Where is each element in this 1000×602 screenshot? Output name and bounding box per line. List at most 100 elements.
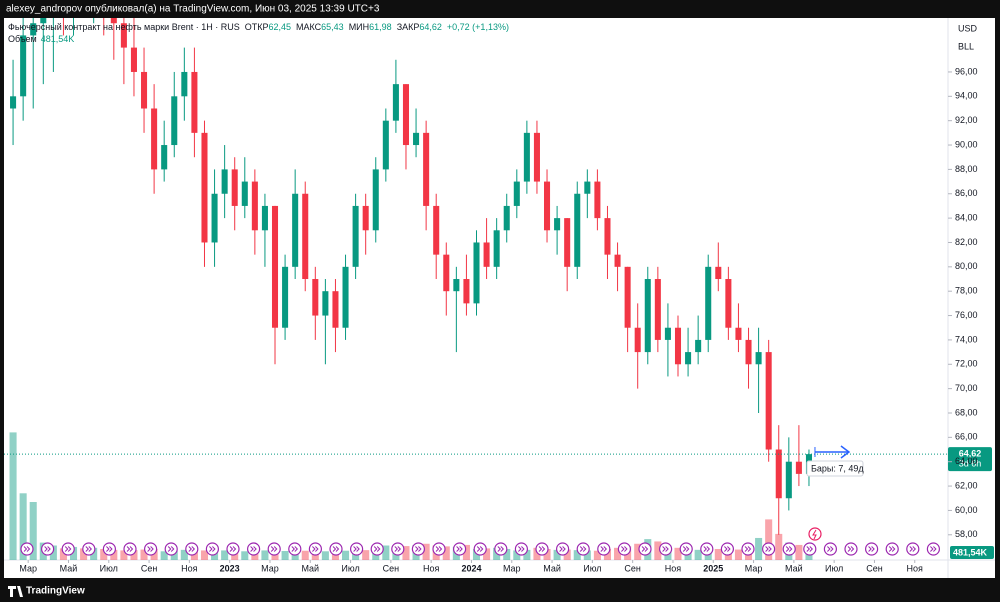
x-tick-label: Июл [100, 563, 118, 573]
event-icon-glyph [744, 546, 752, 552]
event-icon-glyph [435, 546, 443, 552]
volume-bar [503, 548, 511, 560]
candle-body [795, 461, 802, 474]
volume-bar [483, 548, 491, 560]
y-tick-label: 76,00 [955, 310, 978, 320]
volume-bar [402, 546, 410, 560]
countdown: 3d 6h [959, 459, 982, 469]
candle-body [413, 132, 420, 146]
volume-bar [654, 541, 662, 560]
candle-body [664, 327, 671, 340]
event-flash [808, 527, 822, 541]
candle-body [584, 181, 591, 194]
candle-body [503, 205, 510, 231]
volume-bar [603, 548, 612, 560]
candle-body [483, 242, 490, 267]
legend-field-name: МИН [349, 22, 369, 32]
volume-bar [674, 547, 682, 560]
volume-bar [261, 550, 269, 560]
legend-line: Фьючерсный контракт на нефть марки Brent… [8, 22, 509, 32]
x-tick-label: Мар [261, 563, 279, 573]
x-tick-label: Сен [866, 563, 883, 573]
legend-field-name: ЗАКР [397, 22, 420, 32]
candle-body [251, 181, 258, 231]
volume-bar [100, 548, 108, 560]
volume-bar [180, 549, 188, 560]
legend-field-value: 65,43 [321, 22, 344, 32]
candle-body [141, 71, 148, 109]
candle-body [362, 205, 369, 231]
measure-arrow [840, 445, 851, 459]
legend-symbol: Фьючерсный контракт на нефть марки Brent… [8, 22, 240, 32]
candle-body [715, 266, 722, 280]
event-icon-glyph [806, 546, 814, 552]
candle-body [231, 169, 238, 206]
candle-body [695, 339, 702, 353]
candle-body [685, 352, 692, 365]
x-tick-label: Мар [19, 563, 37, 573]
event-icon-glyph [868, 546, 875, 552]
volume-bar [190, 550, 198, 560]
event-icon-glyph [147, 546, 154, 552]
candle-body [574, 193, 581, 267]
y-tick-label: 84,00 [955, 212, 978, 222]
candle-body [634, 327, 641, 353]
volume-bar [301, 550, 309, 560]
candle-body [604, 218, 611, 255]
volume-bar [200, 550, 209, 560]
event-icon-glyph [373, 546, 381, 552]
x-tick-label: Май [785, 563, 803, 573]
volume-bar [382, 545, 390, 560]
event-icon-glyph [497, 546, 505, 552]
legend-field-value: 62,45 [268, 22, 291, 32]
candle-body [312, 279, 319, 316]
y-tick-label: 64,00 [955, 456, 978, 466]
x-tick-label: Сен [141, 563, 158, 573]
candle-body [342, 266, 349, 328]
candle-body [110, 18, 117, 24]
volume-bar [523, 549, 531, 560]
event-icon-glyph [785, 546, 793, 552]
candle-body [533, 132, 540, 182]
y-tick-label: 82,00 [955, 237, 978, 247]
x-tick-label: 2023 [220, 563, 240, 573]
candle-body [40, 18, 47, 24]
event-icon-glyph [559, 546, 566, 552]
event-icon-glyph [188, 546, 196, 552]
y-tick-label: 68,00 [955, 407, 978, 417]
candle-body [402, 84, 410, 146]
legend: Фьючерсный контракт на нефть марки Brent… [8, 22, 509, 44]
event-icon-glyph [353, 546, 360, 552]
event-icon-glyph [847, 546, 855, 552]
volume-bar [80, 548, 88, 560]
candle-body [392, 84, 399, 121]
volume-bar [422, 543, 430, 560]
volume-bar [614, 547, 622, 560]
candle-body [745, 339, 752, 365]
event-icon-glyph [23, 546, 31, 552]
legend-field-value: 64,62 [419, 22, 442, 32]
candle-body [171, 96, 178, 146]
volume-bar [593, 550, 601, 560]
volume-bar [755, 537, 763, 560]
x-tick-label: Сен [383, 563, 400, 573]
event-icon-glyph [126, 546, 134, 552]
candle-body [30, 23, 37, 36]
x-tick-label: Июл [583, 563, 601, 573]
event-icon-glyph [291, 546, 299, 552]
candle-body [302, 193, 309, 280]
volume-tag [950, 546, 994, 559]
measure-box [806, 460, 864, 477]
legend-field-name: ОТКР [245, 22, 269, 32]
y-tick-label: 66,00 [955, 432, 978, 442]
measure-label: Бары: 7, 49д [811, 463, 864, 473]
candle-body [332, 291, 339, 328]
volume-bar [281, 551, 289, 560]
candle-body [382, 120, 389, 170]
candle-body [271, 205, 279, 328]
x-tick-label: 2024 [461, 563, 481, 573]
x-tick-label: Июл [341, 563, 359, 573]
volume-bar [563, 549, 571, 560]
legend-change: +0,72 (+1,13%) [447, 22, 509, 32]
